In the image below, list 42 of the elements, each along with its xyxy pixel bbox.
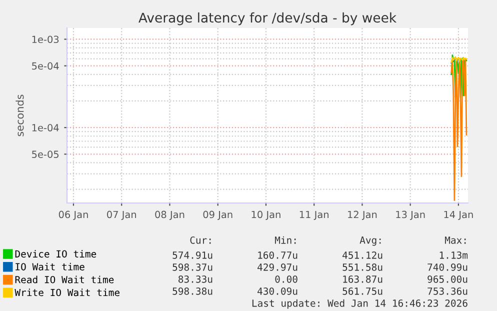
x-tick-label: 11 Jan [300, 210, 328, 220]
text: 965.00u [428, 275, 468, 283]
line-series [450, 58, 468, 202]
x-tick-label: 10 Jan [252, 210, 280, 220]
text: 429.97u [258, 263, 298, 271]
x-tick-label: 14 Jan [444, 210, 473, 220]
text: Min: [274, 236, 296, 244]
x-tick-label: 07 Jan [107, 210, 136, 220]
x-tick-label: 13 Jan [396, 210, 425, 220]
y-tick-label: 1e-03 [32, 36, 59, 44]
text: 0.00 [275, 275, 298, 283]
text: Cur: [190, 236, 211, 244]
text: Max: [444, 236, 466, 244]
text: 160.77u [258, 251, 298, 259]
text: 1.13m [440, 251, 468, 259]
y-tick-label: 5e-05 [32, 150, 59, 158]
text: 574.91u [172, 251, 212, 259]
y-tick-label: 1e-04 [32, 124, 59, 132]
text: 561.75u [342, 287, 382, 295]
text: 551.58u [342, 263, 382, 271]
text: Avg: [360, 236, 381, 246]
legend-label: IO Wait time [16, 262, 84, 270]
text: 598.37u [172, 263, 212, 271]
legend-label: Read IO Wait time [15, 276, 114, 284]
text: 740.99u [428, 263, 468, 271]
text: 163.87u [343, 275, 382, 283]
text: Last update: Wed Jan 14 16:46:23 2026 [252, 299, 468, 309]
text: 430.09u [258, 287, 298, 295]
y-axis-title: seconds [16, 94, 24, 136]
legend-label: Device IO time [15, 250, 96, 258]
line-series [450, 54, 468, 98]
legend-label: Write IO Wait time [14, 288, 120, 296]
text: 83.33u [178, 275, 212, 283]
x-tick-label: 12 Jan [348, 210, 377, 220]
text: 451.12u [342, 251, 382, 259]
x-tick-label: 08 Jan [155, 210, 184, 220]
x-tick-label: 09 Jan [203, 210, 232, 220]
text: 598.38u [172, 287, 212, 295]
chart-title: Average latency for /dev/sda - by week [138, 12, 397, 26]
x-tick-label: 06 Jan [58, 210, 88, 220]
y-tick-label: 5e-04 [32, 62, 59, 70]
text: 753.36u [428, 287, 468, 295]
